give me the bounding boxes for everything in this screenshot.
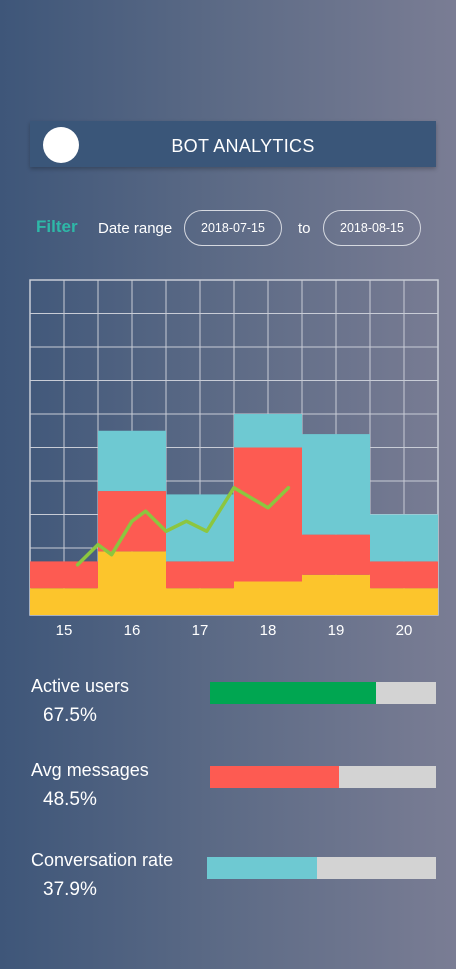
bar-segment bbox=[166, 561, 234, 589]
x-tick-label: 18 bbox=[260, 622, 277, 639]
progress-fill bbox=[207, 857, 317, 879]
avatar[interactable] bbox=[43, 127, 79, 163]
progress-track bbox=[210, 766, 436, 788]
metric-label: Conversation rate bbox=[31, 850, 174, 870]
bar-segment bbox=[234, 581, 302, 615]
bar-segment bbox=[302, 434, 370, 535]
stacked-bar-chart: 15 16 17 18 19 20 bbox=[0, 270, 456, 650]
end-date-field[interactable]: 2018-08-15 bbox=[323, 210, 421, 246]
page-title: BOT ANALYTICS bbox=[171, 136, 315, 156]
start-date-field[interactable]: 2018-07-15 bbox=[184, 210, 282, 246]
bar-segment bbox=[234, 447, 302, 582]
bar-segment bbox=[98, 551, 166, 615]
trend-line bbox=[75, 485, 291, 567]
x-tick-label: 20 bbox=[396, 622, 413, 639]
x-tick-label: 19 bbox=[328, 622, 345, 639]
metric-label: Avg messages bbox=[31, 760, 149, 780]
progress-track bbox=[207, 857, 436, 879]
chart-svg: 15 16 17 18 19 20 bbox=[29, 279, 439, 639]
bar-segment bbox=[370, 514, 438, 562]
progress-fill bbox=[210, 682, 377, 704]
filter-label[interactable]: Filter bbox=[36, 217, 78, 236]
metric-label: Active users bbox=[31, 676, 130, 696]
date-range-label: Date range bbox=[98, 220, 173, 237]
to-label: to bbox=[298, 220, 311, 237]
metric-conversation-rate: Conversation rate 37.9% bbox=[0, 850, 456, 910]
x-tick-label: 16 bbox=[124, 622, 141, 639]
bar-segment bbox=[370, 561, 438, 589]
metric-value: 48.5% bbox=[43, 789, 97, 810]
metric-avg-messages: Avg messages 48.5% bbox=[0, 760, 456, 820]
metric-value: 37.9% bbox=[43, 879, 97, 900]
x-tick-label: 15 bbox=[56, 622, 73, 639]
progress-track bbox=[210, 682, 436, 704]
bar-segment bbox=[370, 588, 438, 615]
progress-fill bbox=[210, 766, 339, 788]
metric-active-users: Active users 67.5% bbox=[0, 676, 456, 736]
bar-segment bbox=[30, 588, 98, 615]
filter-bar: Filter Date range 2018-07-15 to 2018-08-… bbox=[0, 208, 456, 248]
x-tick-label: 17 bbox=[192, 622, 209, 639]
app-header: BOT ANALYTICS bbox=[30, 121, 436, 167]
metric-value: 67.5% bbox=[43, 705, 97, 726]
bar-segment bbox=[302, 534, 370, 575]
bar-segment bbox=[30, 561, 98, 589]
bar-segment bbox=[302, 574, 370, 615]
bar-segment bbox=[98, 430, 166, 492]
bar-segment bbox=[166, 588, 234, 615]
bar-segment bbox=[234, 414, 302, 448]
